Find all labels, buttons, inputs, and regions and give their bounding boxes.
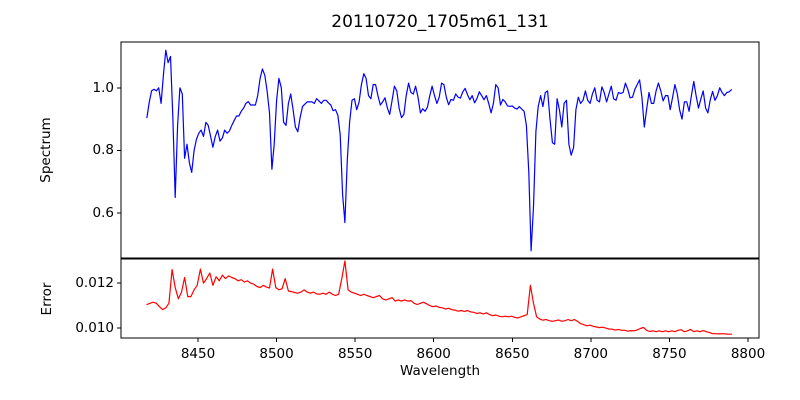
error-y-tick-label: 0.010 (75, 320, 114, 337)
error-line (146, 260, 733, 335)
chart-title: 20110720_1705m61_131 (331, 12, 549, 32)
error-axis-label: Error (39, 282, 55, 316)
x-tick-label: 8700 (573, 346, 609, 362)
x-tick-label: 8650 (495, 346, 530, 362)
x-tick-label: 8550 (337, 346, 373, 362)
spectrum-axis-label: Spectrum (38, 117, 54, 183)
spectrum-y-tick-label: 1.0 (92, 79, 114, 96)
x-tick-label: 8450 (180, 346, 216, 362)
spectrum-axes-frame (120, 41, 760, 259)
spectrum-y-tick-label: 0.6 (92, 205, 114, 222)
x-tick-label: 8600 (416, 346, 451, 362)
spectrum-line (146, 49, 733, 252)
error-axes-frame (120, 258, 760, 339)
x-tick-label: 8800 (730, 346, 766, 362)
wavelength-axis-label: Wavelength (399, 363, 481, 379)
error-y-tick-label: 0.012 (75, 275, 114, 292)
x-tick-label: 8500 (259, 346, 294, 362)
spectrum-y-tick-label: 0.8 (92, 142, 114, 159)
x-tick-label: 8750 (652, 346, 687, 362)
